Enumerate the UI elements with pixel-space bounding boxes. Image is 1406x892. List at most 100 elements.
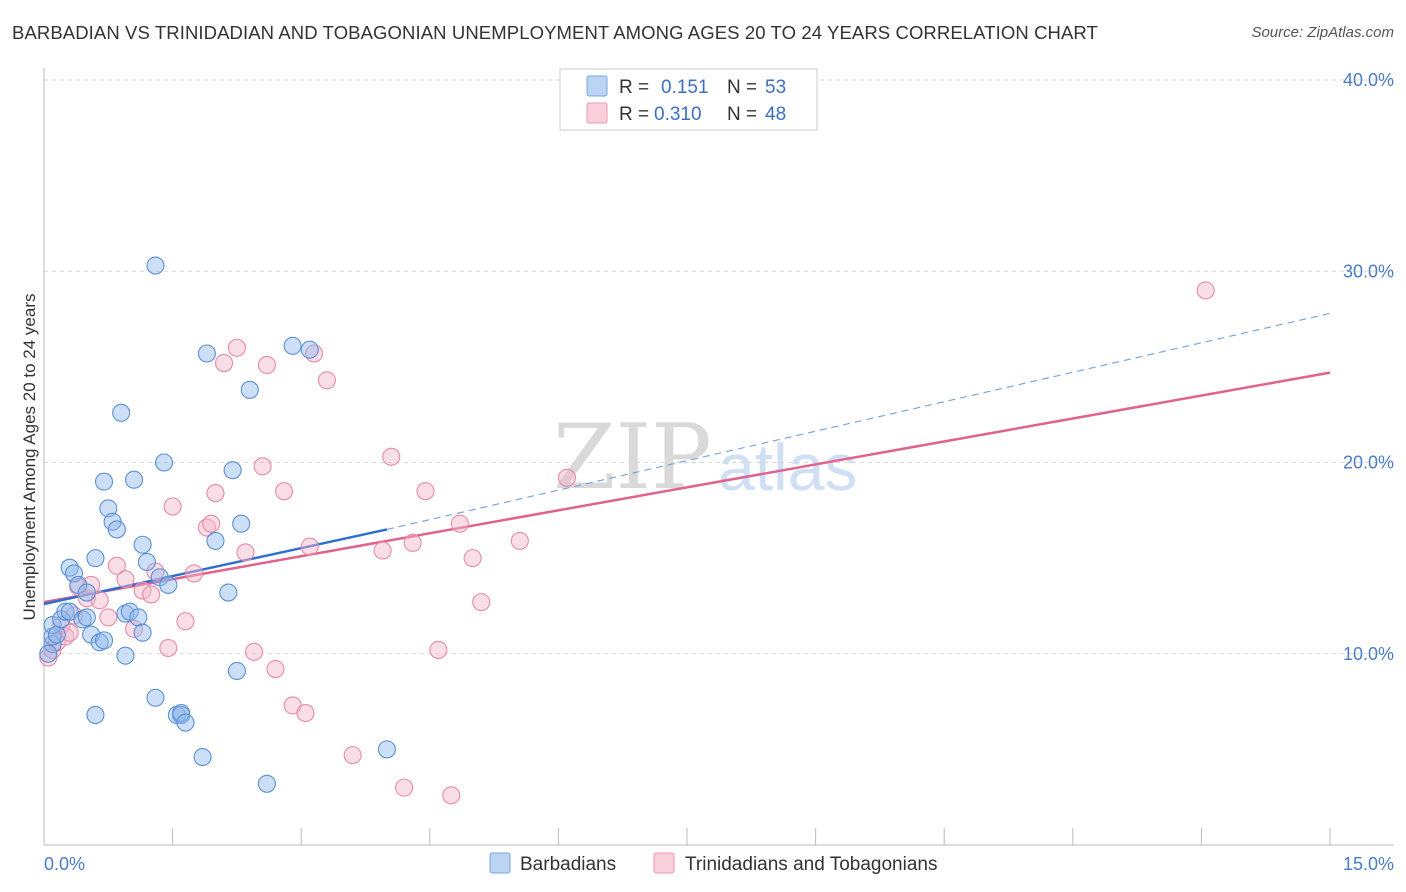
legend-r-value-1: 0.151	[661, 77, 709, 98]
point-barbadians-34	[154, 453, 174, 472]
point-trinidadians-48	[472, 593, 491, 612]
point-trinidadians-20	[176, 612, 195, 631]
series-legend: Barbadians Trinidadians and Tobagonians	[489, 852, 937, 875]
y-tick-labels: 10.0% 20.0% 30.0% 40.0%	[1343, 70, 1394, 664]
data-points	[39, 256, 1215, 805]
point-trinidadians-42	[403, 533, 422, 552]
point-barbadians-38	[172, 703, 191, 723]
point-barbadians-48	[257, 774, 276, 793]
y-tick-label-20: 20.0%	[1343, 453, 1394, 473]
point-barbadians-42	[206, 531, 225, 550]
point-trinidadians-18	[159, 638, 178, 658]
point-trinidadians-24	[206, 484, 225, 503]
point-trinidadians-45	[442, 786, 461, 805]
correlation-legend: R = 0.151 N = 53 R = 0.310 N = 48	[559, 68, 818, 131]
point-trinidadians-39	[373, 541, 392, 560]
point-barbadians-41	[197, 344, 216, 363]
point-barbadians-11	[77, 608, 96, 627]
point-barbadians-31	[146, 688, 165, 707]
point-barbadians-52	[39, 644, 58, 663]
point-trinidadians-25	[214, 353, 234, 373]
point-trinidadians-46	[450, 514, 469, 533]
point-trinidadians-30	[257, 355, 276, 375]
series-legend-barbadians: Barbadians	[520, 854, 616, 875]
point-trinidadians-47	[463, 549, 482, 568]
chart-title: BARBADIAN VS TRINIDADIAN AND TOBAGONIAN …	[12, 22, 1098, 43]
y-tick-label-40: 40.0%	[1343, 70, 1394, 90]
axes	[43, 68, 1394, 846]
point-trinidadians-21	[184, 564, 204, 583]
point-trinidadians-32	[275, 482, 294, 501]
point-barbadians-46	[232, 514, 251, 533]
point-barbadians-0	[43, 635, 62, 654]
point-barbadians-19	[99, 499, 118, 518]
legend-r-value-2: 0.310	[654, 104, 702, 125]
point-trinidadians-23	[202, 514, 221, 533]
point-barbadians-39	[176, 713, 195, 732]
legend-swatch-blue	[586, 75, 608, 97]
trend-line-barbadians-extension	[386, 312, 1331, 531]
point-barbadians-14	[86, 549, 105, 568]
point-trinidadians-15	[133, 581, 152, 600]
point-barbadians-43	[219, 583, 238, 602]
point-trinidadians-43	[416, 482, 435, 501]
point-trinidadians-19	[163, 497, 182, 516]
point-trinidadians-38	[343, 746, 362, 765]
y-tick-label-10: 10.0%	[1343, 644, 1394, 664]
point-barbadians-26	[124, 470, 144, 489]
point-trinidadians-51	[1196, 281, 1215, 300]
point-trinidadians-40	[382, 447, 401, 466]
legend-r-label-1: R =	[619, 77, 649, 98]
series-legend-trinidadians: Trinidadians and Tobagonians	[685, 854, 937, 875]
point-barbadians-27	[129, 608, 148, 627]
point-trinidadians-34	[296, 703, 315, 723]
point-barbadians-29	[133, 535, 152, 554]
point-trinidadians-11	[99, 608, 118, 627]
point-trinidadians-49	[510, 531, 529, 550]
point-barbadians-32	[146, 256, 165, 275]
point-trinidadians-13	[116, 570, 135, 589]
watermark-zip: ZIP	[553, 405, 712, 510]
point-trinidadians-41	[395, 778, 414, 797]
point-barbadians-51	[377, 740, 396, 759]
point-barbadians-17	[94, 631, 114, 650]
x-tick-label-min: 0.0%	[44, 854, 85, 874]
point-barbadians-35	[159, 575, 178, 594]
point-trinidadians-16	[142, 585, 161, 604]
x-tick-label-max: 15.0%	[1343, 854, 1394, 874]
point-barbadians-3	[47, 625, 66, 644]
source-label: Source: ZipAtlas.com	[1251, 24, 1394, 41]
series-legend-swatch-trinidadians	[653, 852, 675, 874]
legend-n-label-1: N =	[727, 77, 757, 98]
point-barbadians-21	[107, 520, 126, 539]
y-tick-label-30: 30.0%	[1343, 261, 1394, 281]
point-barbadians-47	[240, 380, 259, 399]
legend-r-label-2: R =	[619, 104, 649, 125]
point-barbadians-45	[227, 661, 246, 681]
point-barbadians-5	[56, 602, 75, 621]
point-barbadians-28	[133, 623, 152, 642]
trend-line-trinidadians	[43, 371, 1331, 604]
point-barbadians-15	[86, 705, 105, 725]
point-trinidadians-14	[124, 619, 144, 638]
point-barbadians-23	[116, 646, 135, 665]
point-trinidadians-35	[300, 537, 319, 556]
legend-n-label-2: N =	[727, 104, 757, 125]
point-barbadians-22	[112, 403, 131, 422]
y-axis-title: Unemployment Among Ages 20 to 24 years	[20, 294, 39, 621]
legend-n-value-1: 53	[765, 77, 786, 98]
point-barbadians-49	[283, 336, 302, 355]
point-barbadians-8	[64, 564, 84, 583]
point-barbadians-18	[94, 472, 114, 491]
legend-n-value-2: 48	[765, 104, 786, 125]
point-barbadians-40	[193, 747, 212, 767]
point-trinidadians-37	[317, 371, 336, 390]
point-trinidadians-26	[227, 338, 246, 357]
legend-swatch-pink	[586, 102, 608, 124]
point-barbadians-44	[223, 461, 242, 480]
point-trinidadians-12	[107, 556, 126, 575]
point-trinidadians-31	[266, 659, 285, 679]
point-trinidadians-50	[557, 468, 577, 487]
point-trinidadians-29	[253, 457, 272, 476]
